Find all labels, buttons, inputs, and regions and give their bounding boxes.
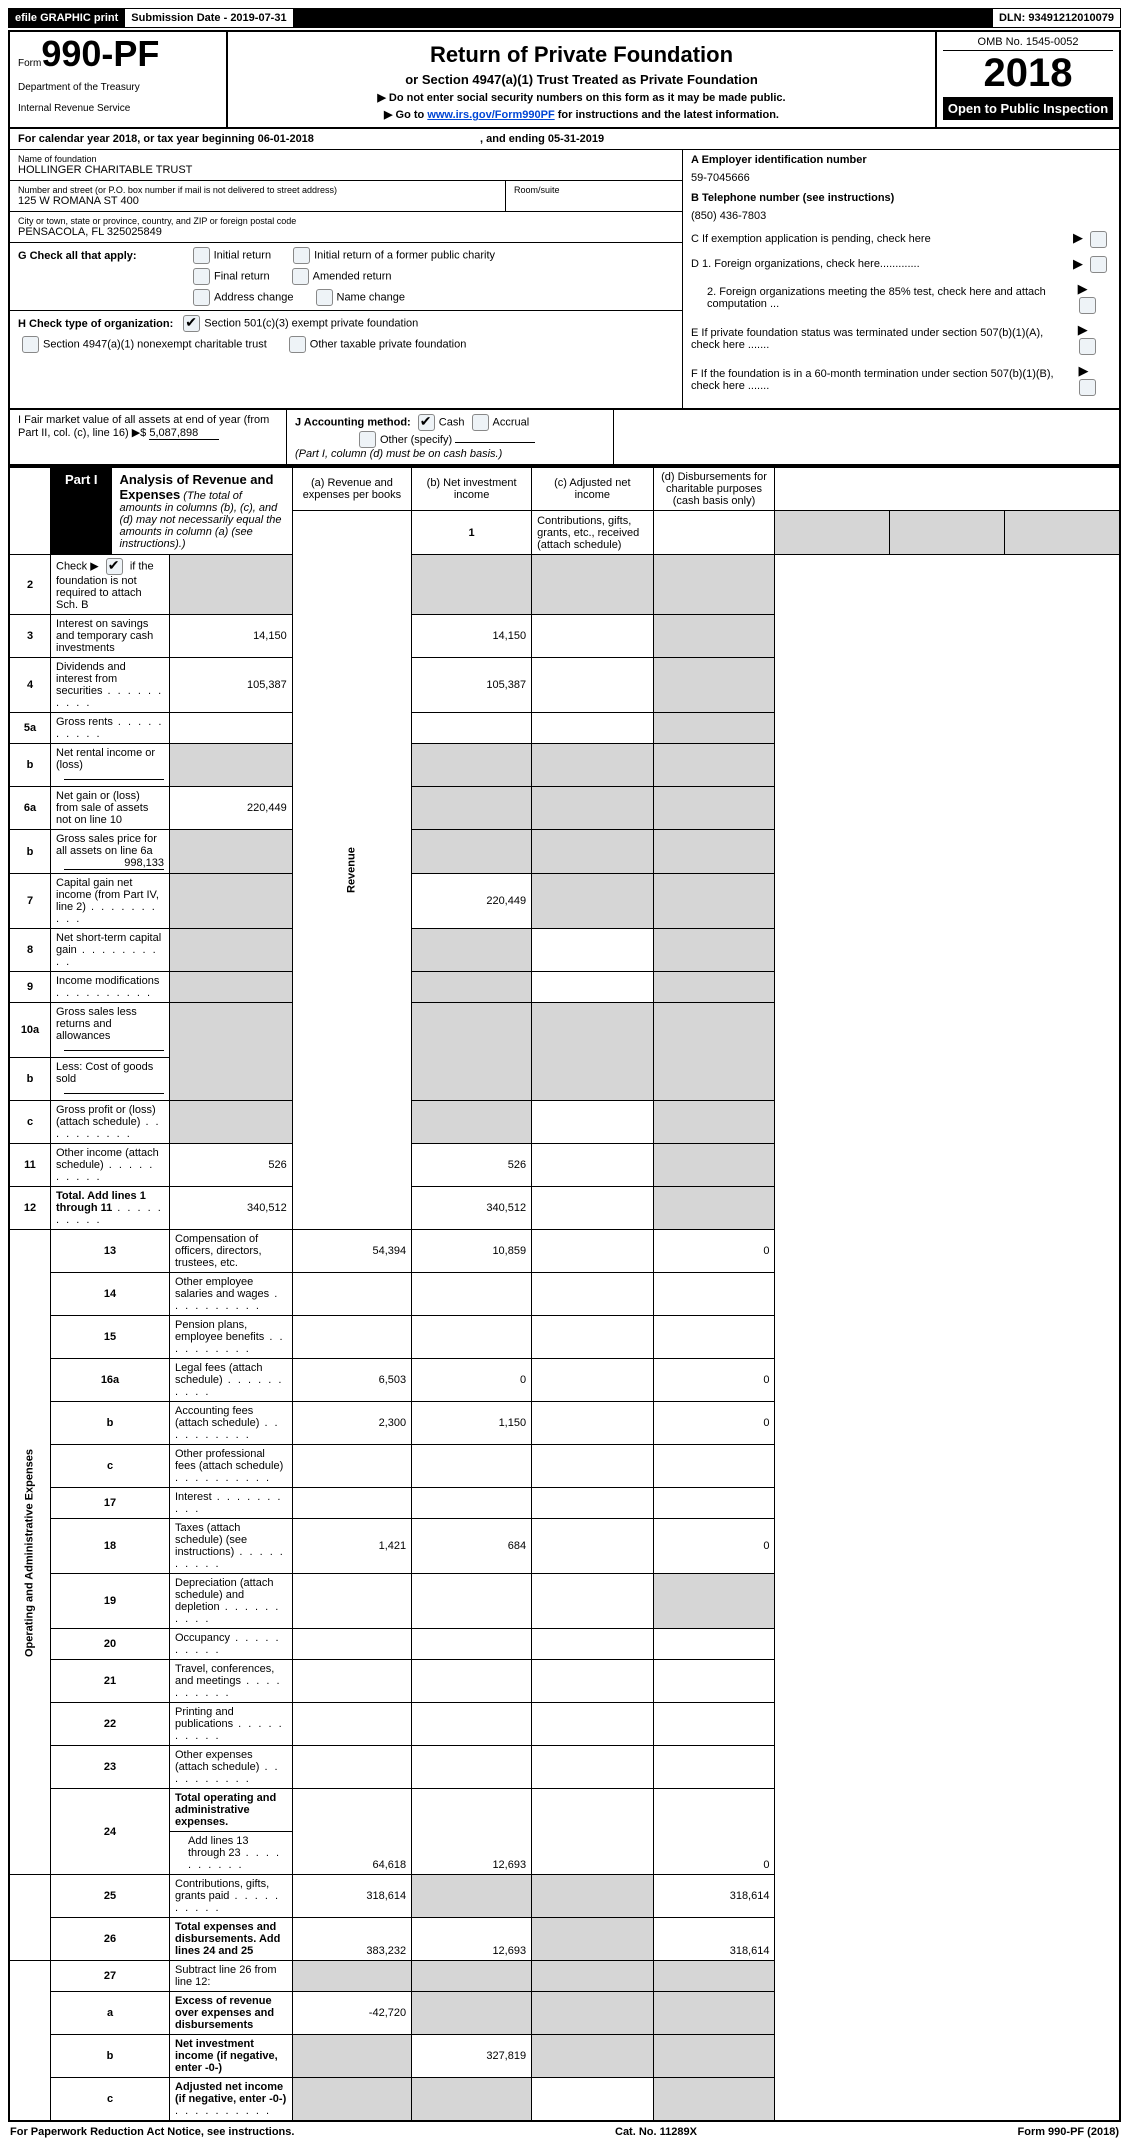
chk-initial-former[interactable] [293,247,310,264]
note2-post: for instructions and the latest informat… [555,109,779,121]
j-note: (Part I, column (d) must be on cash basi… [295,448,502,460]
top-bar: efile GRAPHIC print Submission Date - 20… [8,8,1121,28]
i-label: I Fair market value of all assets at end… [18,414,269,439]
irs-label: Internal Revenue Service [18,103,218,114]
page-footer: For Paperwork Reduction Act Notice, see … [8,2122,1121,2142]
instructions-line: ▶ Go to www.irs.gov/Form990PF for instru… [236,108,927,121]
entity-info: Name of foundation HOLLINGER CHARITABLE … [8,150,1121,410]
chk-amended[interactable] [292,268,309,285]
room-label: Room/suite [514,185,674,195]
city-state-zip: PENSACOLA, FL 325025849 [18,226,674,238]
form-footer: Form 990-PF (2018) [1018,2126,1119,2138]
f-label: F If the foundation is in a 60-month ter… [691,368,1075,392]
chk-other-method[interactable] [359,431,376,448]
phone-value: (850) 436-7803 [691,210,1111,222]
street-address: 125 W ROMANA ST 400 [18,195,497,207]
section-g: G Check all that apply: Initial return I… [10,243,682,311]
instructions-link[interactable]: www.irs.gov/Form990PF [427,109,554,121]
form-subtitle: or Section 4947(a)(1) Trust Treated as P… [236,72,927,87]
catalog-no: Cat. No. 11289X [615,2126,697,2138]
note2-pre: ▶ Go to [384,109,427,121]
tax-period: For calendar year 2018, or tax year begi… [8,129,1121,150]
chk-cash[interactable] [418,414,435,431]
ijf-section: I Fair market value of all assets at end… [8,410,1121,466]
ein-value: 59-7045666 [691,172,1111,184]
chk-address-change[interactable] [193,289,210,306]
form-title: Return of Private Foundation [236,42,927,68]
j-label: J Accounting method: [295,417,411,429]
form-header: Form990-PF Department of the Treasury In… [8,30,1121,129]
expenses-label: Operating and Administrative Expenses [9,1230,51,1875]
form-word: Form [18,58,41,69]
period-begin: For calendar year 2018, or tax year begi… [18,133,314,145]
chk-501c3[interactable] [183,315,200,332]
ssn-warning: ▶ Do not enter social security numbers o… [236,91,927,104]
chk-60month[interactable] [1079,379,1096,396]
part1-label: Part I [51,468,112,554]
phone-label: B Telephone number (see instructions) [691,192,1111,204]
street-label: Number and street (or P.O. box number if… [18,185,497,195]
revenue-label: Revenue [292,511,411,1230]
form-number: 990-PF [41,33,159,74]
name-label: Name of foundation [18,154,674,164]
chk-exemption-pending[interactable] [1090,231,1107,248]
d1-label: D 1. Foreign organizations, check here..… [691,258,920,270]
c-label: C If exemption application is pending, c… [691,233,931,245]
e-label: E If private foundation status was termi… [691,327,1075,351]
period-end: , and ending 05-31-2019 [480,133,604,145]
chk-schb[interactable] [106,558,123,575]
col-b-header: (b) Net investment income [412,467,532,511]
dln: DLN: 93491212010079 [993,9,1120,27]
col-d-header: (d) Disbursements for charitable purpose… [653,467,775,511]
fmv-value: 5,087,898 [149,427,219,440]
open-public-badge: Open to Public Inspection [943,97,1113,120]
chk-other-taxable[interactable] [289,336,306,353]
col-a-header: (a) Revenue and expenses per books [292,467,411,511]
submission-date: Submission Date - 2019-07-31 [125,9,293,27]
dept-treasury: Department of the Treasury [18,82,218,93]
paperwork-notice: For Paperwork Reduction Act Notice, see … [10,2126,294,2138]
chk-85pct[interactable] [1079,297,1096,314]
chk-final-return[interactable] [193,268,210,285]
chk-terminated[interactable] [1079,338,1096,355]
chk-name-change[interactable] [316,289,333,306]
h-label: H Check type of organization: [18,318,173,330]
part1-title: Analysis of Revenue and Expenses (The to… [112,468,292,554]
omb-number: OMB No. 1545-0052 [943,36,1113,51]
efile-tag: efile GRAPHIC print [9,9,125,27]
g-label: G Check all that apply: [18,250,137,262]
city-label: City or town, state or province, country… [18,216,674,226]
top-spacer [294,9,993,27]
foundation-name: HOLLINGER CHARITABLE TRUST [18,164,674,176]
d2-label: 2. Foreign organizations meeting the 85%… [691,286,1075,310]
chk-foreign-org[interactable] [1090,256,1107,273]
chk-accrual[interactable] [472,414,489,431]
chk-4947a1[interactable] [22,336,39,353]
part1-table: Part I Analysis of Revenue and Expenses … [8,466,1121,2122]
tax-year: 2018 [943,51,1113,95]
chk-initial-return[interactable] [193,247,210,264]
ein-label: A Employer identification number [691,154,1111,166]
section-h: H Check type of organization: Section 50… [10,311,682,357]
col-c-header: (c) Adjusted net income [532,467,653,511]
